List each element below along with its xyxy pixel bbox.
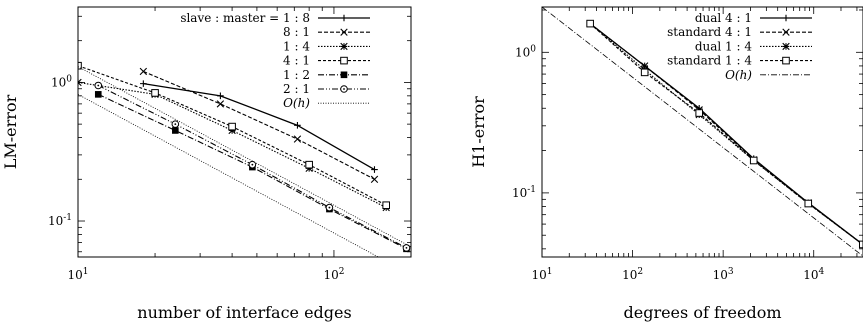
data-point xyxy=(140,80,147,87)
series-line xyxy=(78,66,411,248)
data-point xyxy=(640,68,649,77)
series xyxy=(140,80,378,173)
x-tick-label: 101 xyxy=(531,267,552,282)
data-point xyxy=(782,56,790,65)
series-line xyxy=(589,23,863,245)
data-point xyxy=(139,67,148,76)
data-point xyxy=(340,14,348,22)
y-tick-label: 100 xyxy=(51,74,72,89)
plot-area xyxy=(78,61,411,257)
series-line xyxy=(589,23,863,245)
series xyxy=(139,67,379,183)
data-point-center xyxy=(343,88,345,90)
data-point-center xyxy=(405,246,408,249)
data-point-center xyxy=(174,123,177,126)
legend-label: standard 1 : 4 xyxy=(667,54,752,68)
data-point xyxy=(228,126,236,135)
series xyxy=(78,66,411,248)
data-point xyxy=(371,166,378,173)
legend-label: standard 4 : 1 xyxy=(667,25,752,39)
legend-label: dual 4 : 1 xyxy=(695,11,752,25)
x-tick-label: 104 xyxy=(803,267,824,282)
data-point xyxy=(172,127,179,134)
data-point xyxy=(217,92,224,100)
series xyxy=(78,78,390,212)
data-point xyxy=(340,42,348,51)
data-point-center xyxy=(328,206,331,209)
data-point xyxy=(695,109,703,117)
data-point xyxy=(293,135,302,143)
chart-2: 101 102 103 104 10-1 100 degrees of freedom H1-… xyxy=(469,6,863,322)
series-line xyxy=(143,82,375,171)
data-point-center xyxy=(97,84,100,87)
x-tick-label: 103 xyxy=(713,267,734,282)
data-point xyxy=(782,28,790,36)
legend: slave : master = 1 : 88 : 11 : 44 : 11 :… xyxy=(180,11,370,110)
data-point xyxy=(370,175,379,183)
data-point xyxy=(782,42,790,51)
y-axis-label: LM-error xyxy=(1,94,20,169)
data-point xyxy=(228,122,236,131)
legend-label: O(h) xyxy=(283,96,310,110)
x-axis-label: degrees of freedom xyxy=(623,303,781,322)
legend-label: 2 : 1 xyxy=(283,82,310,96)
legend-label: dual 1 : 4 xyxy=(695,39,753,53)
legend-label: 1 : 2 xyxy=(283,68,310,82)
data-point xyxy=(749,156,758,165)
x-tick-label: 101 xyxy=(67,267,88,282)
series xyxy=(94,81,411,252)
series-line xyxy=(143,70,375,180)
x-axis-label: number of interface edges xyxy=(137,303,351,322)
data-point xyxy=(294,122,301,129)
series-line xyxy=(78,81,387,209)
axis-ticks xyxy=(541,7,863,257)
data-point xyxy=(782,14,790,22)
data-point xyxy=(586,19,594,28)
legend-label: 4 : 1 xyxy=(283,54,310,68)
chart-1: 101 102 10-1 100 number of interface edges LM… xyxy=(1,6,412,322)
plot-frame xyxy=(541,6,863,258)
y-tick-label: 100 xyxy=(515,44,536,59)
data-point xyxy=(78,61,82,70)
data-point xyxy=(340,71,348,79)
y-tick-label: 10-1 xyxy=(512,185,536,200)
plot-frame xyxy=(77,6,412,258)
legend-label: O(h) xyxy=(725,68,752,82)
data-point xyxy=(151,89,159,97)
data-point xyxy=(382,201,390,210)
series xyxy=(542,7,863,257)
series-line xyxy=(542,7,863,257)
series-line xyxy=(78,94,380,257)
data-point xyxy=(216,100,225,108)
data-point xyxy=(340,56,348,65)
data-point xyxy=(804,199,813,208)
data-point xyxy=(858,240,863,249)
data-point xyxy=(94,91,102,98)
series xyxy=(78,94,380,257)
data-point xyxy=(305,160,313,169)
legend-label: 8 : 1 xyxy=(283,25,310,39)
x-tick-label: 102 xyxy=(622,267,643,282)
legend-label: 1 : 4 xyxy=(283,39,310,53)
y-axis-label: H1-error xyxy=(469,96,488,168)
data-point-center xyxy=(251,163,254,166)
series xyxy=(94,91,410,253)
series-line xyxy=(78,65,387,206)
legend-label: slave : master = 1 : 8 xyxy=(180,11,310,25)
y-tick-label: 10-1 xyxy=(48,213,72,228)
series xyxy=(78,61,390,210)
data-point xyxy=(340,28,348,36)
series-line xyxy=(589,23,863,245)
axis-ticks xyxy=(77,7,412,257)
series-line xyxy=(98,93,407,250)
x-tick-label: 102 xyxy=(323,267,344,282)
